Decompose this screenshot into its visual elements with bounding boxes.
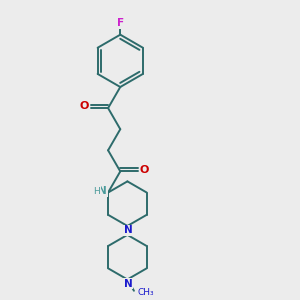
Text: H: H [93,187,100,196]
Text: N: N [98,186,107,196]
Text: O: O [140,165,149,175]
Text: F: F [117,18,124,28]
Text: O: O [80,101,89,111]
Text: N: N [124,225,133,236]
Text: N: N [124,279,133,289]
Text: CH₃: CH₃ [138,288,154,297]
